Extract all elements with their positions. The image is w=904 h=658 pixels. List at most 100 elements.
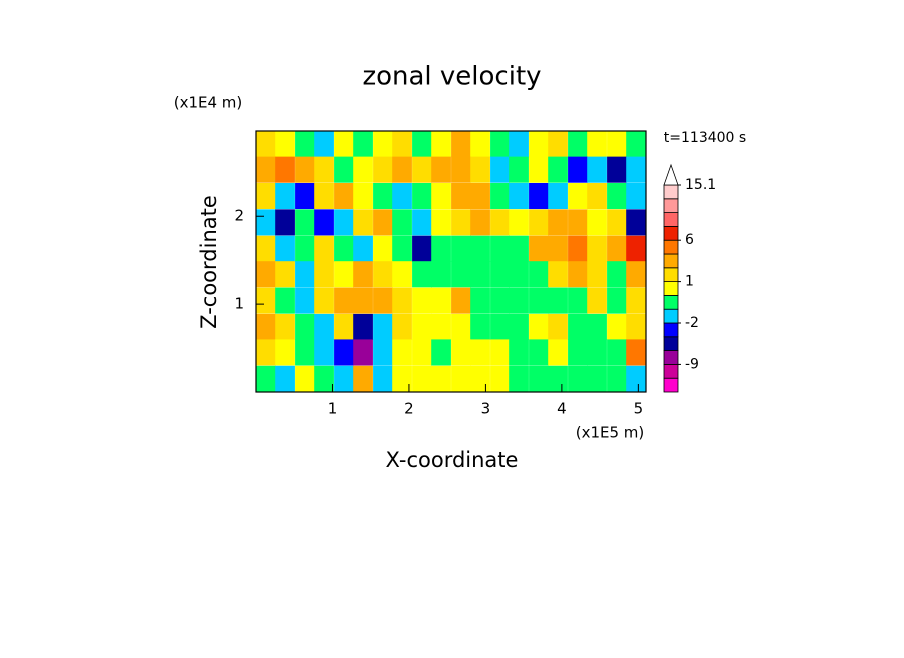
contour-cell xyxy=(275,182,295,210)
contour-cell xyxy=(626,156,646,183)
contour-cell xyxy=(509,339,529,366)
contour-cell xyxy=(392,261,412,288)
contour-cell xyxy=(334,235,354,262)
contour-cell xyxy=(607,339,627,366)
colorbar-segment xyxy=(663,212,679,227)
contour-cell xyxy=(256,339,276,366)
contour-cell xyxy=(568,261,588,288)
colorbar-tick-label: -2 xyxy=(685,315,699,331)
contour-cell xyxy=(353,182,373,210)
contour-cell xyxy=(587,287,607,314)
contour-cell xyxy=(334,156,354,183)
contour-cell xyxy=(626,313,646,341)
contour-cell xyxy=(451,131,471,158)
contour-cell xyxy=(392,365,412,392)
contour-cell xyxy=(509,209,529,236)
contour-cell xyxy=(451,313,471,341)
contour-cell xyxy=(275,156,295,183)
contour-cell xyxy=(256,365,276,392)
contour-cell xyxy=(392,339,412,366)
contour-cell xyxy=(392,287,412,314)
contour-cell xyxy=(256,131,276,158)
colorbar: -9 -2 1 6 15.1 xyxy=(663,163,716,393)
contour-cell xyxy=(431,365,451,392)
contour-cell xyxy=(607,365,627,392)
contour-cell xyxy=(607,261,627,288)
contour-cell xyxy=(392,209,412,236)
contour-cell xyxy=(490,131,510,158)
contour-cell xyxy=(314,365,334,392)
contour-cell xyxy=(470,182,490,210)
colorbar-segment xyxy=(663,239,679,255)
colorbar-segment xyxy=(663,225,679,241)
x-tick-label: 3 xyxy=(481,400,491,418)
contour-cell xyxy=(587,209,607,236)
contour-cell xyxy=(295,235,315,262)
contour-cell xyxy=(568,365,588,392)
contour-cell xyxy=(412,261,432,288)
contour-cell xyxy=(451,235,471,262)
contour-cell xyxy=(256,182,276,210)
contour-cell xyxy=(412,182,432,210)
contour-cell xyxy=(353,131,373,158)
contour-cell xyxy=(392,131,412,158)
contour-cell xyxy=(626,287,646,314)
contour-cell xyxy=(568,182,588,210)
contour-cell xyxy=(587,156,607,183)
contour-cell xyxy=(451,365,471,392)
contour-cell xyxy=(295,156,315,183)
contour-cell xyxy=(470,313,490,341)
contour-cell xyxy=(373,209,393,236)
contour-cell xyxy=(334,287,354,314)
contour-cell xyxy=(470,339,490,366)
contour-cell xyxy=(451,209,471,236)
contour-cell xyxy=(451,339,471,366)
contour-cell xyxy=(256,235,276,262)
colorbar-tick-label: 15.1 xyxy=(685,177,716,193)
colorbar-segment xyxy=(663,308,679,324)
colorbar-segment xyxy=(663,336,679,351)
contour-cell xyxy=(451,261,471,288)
contour-cell xyxy=(275,287,295,314)
contour-cell xyxy=(353,209,373,236)
contour-cell xyxy=(490,156,510,183)
x-tick-label: 1 xyxy=(328,400,338,418)
x-tick-label: 2 xyxy=(404,400,414,418)
contour-cell xyxy=(470,261,490,288)
contour-cell xyxy=(529,182,549,210)
x-tick-label: 5 xyxy=(634,400,644,418)
contour-cell xyxy=(431,156,451,183)
contour-cell xyxy=(275,339,295,366)
contour-cell xyxy=(451,287,471,314)
contour-cell xyxy=(529,365,549,392)
contour-cell xyxy=(275,235,295,262)
y-unit: (x1E4 m) xyxy=(174,94,243,112)
contour-cell xyxy=(275,131,295,158)
contour-cell xyxy=(529,339,549,366)
contour-cell xyxy=(548,235,568,262)
contour-cell xyxy=(314,182,334,210)
contour-cell xyxy=(334,261,354,288)
contour-cell xyxy=(568,131,588,158)
contour-cell xyxy=(607,131,627,158)
contour-cell xyxy=(431,182,451,210)
contour-cell xyxy=(373,156,393,183)
chart-title: zonal velocity xyxy=(362,62,541,92)
colorbar-segment xyxy=(663,350,679,365)
contour-cell xyxy=(256,313,276,341)
contour-cell xyxy=(626,209,646,236)
colorbar-segment xyxy=(663,267,679,282)
contour-cell xyxy=(607,287,627,314)
y-tick-label: 1 xyxy=(234,295,244,313)
contour-cell xyxy=(353,261,373,288)
contour-cell xyxy=(548,339,568,366)
annotation: t=113400 s xyxy=(664,130,746,146)
contour-cell xyxy=(587,261,607,288)
contour-cell xyxy=(607,313,627,341)
contour-cell xyxy=(470,365,490,392)
contour-cell xyxy=(353,365,373,392)
contour-cell xyxy=(587,182,607,210)
contour-cell xyxy=(412,131,432,158)
contour-cell xyxy=(295,339,315,366)
contour-cell xyxy=(314,156,334,183)
